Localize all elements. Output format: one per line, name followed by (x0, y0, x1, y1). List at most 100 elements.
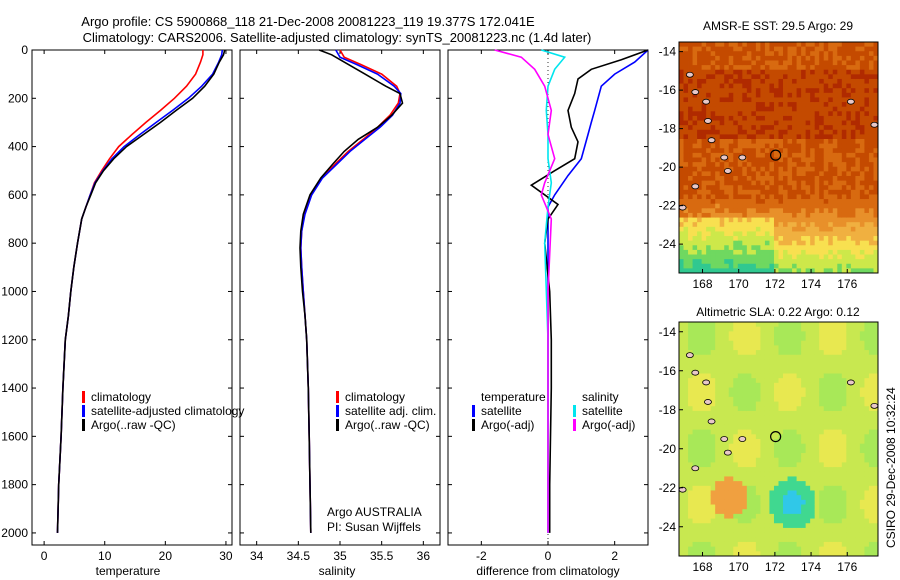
map-cell (810, 392, 816, 398)
map-cell (814, 106, 820, 112)
map-cell (755, 527, 761, 533)
map-cell (787, 254, 793, 260)
map-cell (783, 527, 788, 533)
map-cell (760, 448, 766, 454)
map-cell (737, 443, 743, 449)
map-cell (755, 97, 761, 103)
map-cell (810, 504, 816, 510)
map-cell (683, 74, 689, 80)
map-cell (792, 448, 797, 454)
map-cell (837, 111, 843, 117)
map-cell (688, 88, 693, 94)
map-cell (706, 46, 712, 52)
map-cell (733, 434, 739, 440)
map-cell (706, 268, 712, 274)
map-cell (859, 189, 865, 195)
map-cell (832, 354, 838, 360)
map-cell (733, 212, 739, 218)
map-cell (855, 504, 861, 510)
map-cell (855, 97, 861, 103)
map-cell (715, 457, 721, 463)
map-cell (764, 322, 770, 328)
map-cell (692, 152, 698, 158)
map-cell (846, 462, 852, 468)
map-cell (697, 527, 703, 533)
map-cell (819, 92, 825, 98)
map-cell (692, 443, 698, 449)
map-cell (769, 222, 775, 228)
legend-label-sal-argo: Argo(-adj) (582, 418, 635, 432)
map-cell (728, 157, 734, 163)
map-cell (864, 166, 870, 172)
map-cell (832, 471, 838, 477)
map-cell (819, 359, 825, 365)
map-cell (855, 125, 861, 131)
map-cell (819, 410, 825, 416)
map-cell (823, 175, 829, 181)
map-cell (778, 129, 784, 135)
map-cell (715, 51, 721, 57)
map-cell (683, 476, 689, 482)
map-cell (864, 424, 870, 431)
map-cell (859, 467, 865, 473)
map-cell (692, 60, 698, 66)
map-cell (697, 368, 703, 374)
temperature-legend: climatology satellite-adjusted climatolo… (82, 390, 244, 432)
map-cell (692, 457, 698, 463)
map-cell (837, 326, 843, 332)
map-cell (697, 541, 703, 548)
map-cell (746, 331, 752, 337)
map-cell (764, 490, 770, 496)
map-cell (692, 166, 698, 172)
map-cell (706, 51, 712, 57)
map-cell (783, 354, 788, 360)
map-cell (805, 462, 811, 468)
map-cell (792, 97, 797, 103)
map-cell (746, 499, 752, 505)
map-cell (787, 387, 793, 393)
map-cell (733, 518, 739, 524)
map-cell (796, 143, 802, 149)
map-cell (724, 65, 730, 71)
map-cell (706, 231, 712, 237)
map-cell (837, 462, 843, 468)
map-cell (701, 476, 707, 482)
map-cell (810, 222, 816, 228)
map-cell (828, 471, 834, 477)
map-cell (764, 410, 770, 416)
map-cell (805, 467, 811, 473)
map-cell (832, 125, 838, 131)
map-cell (855, 532, 861, 538)
map-cell (778, 254, 784, 260)
map-cell (683, 212, 689, 218)
map-cell (764, 523, 770, 529)
map-cell (810, 396, 816, 402)
map-cell (683, 537, 689, 543)
map-cell (814, 152, 820, 158)
map-cell (742, 551, 748, 557)
map-cell (801, 65, 807, 71)
map-cell (828, 331, 834, 337)
map-cell (850, 46, 856, 52)
map-cell (841, 199, 847, 205)
map-cell (855, 249, 861, 255)
map-cell (841, 46, 847, 52)
map-cell (855, 180, 861, 186)
map-cell (733, 513, 739, 519)
map-cell (832, 65, 838, 71)
map-cell (805, 504, 811, 510)
map-cell (814, 88, 820, 94)
map-cell (737, 102, 743, 108)
map-cell (859, 448, 865, 454)
map-cell (783, 92, 788, 98)
map-cell (728, 364, 734, 370)
map-cell (683, 429, 689, 435)
map-cell (783, 194, 788, 200)
map-cell (796, 434, 802, 440)
map-cell (828, 42, 834, 48)
map-cell (792, 240, 797, 246)
x-tick-label: 10 (98, 549, 112, 563)
map-cell (805, 51, 811, 57)
map-cell (737, 245, 743, 251)
map-cell (873, 429, 879, 435)
